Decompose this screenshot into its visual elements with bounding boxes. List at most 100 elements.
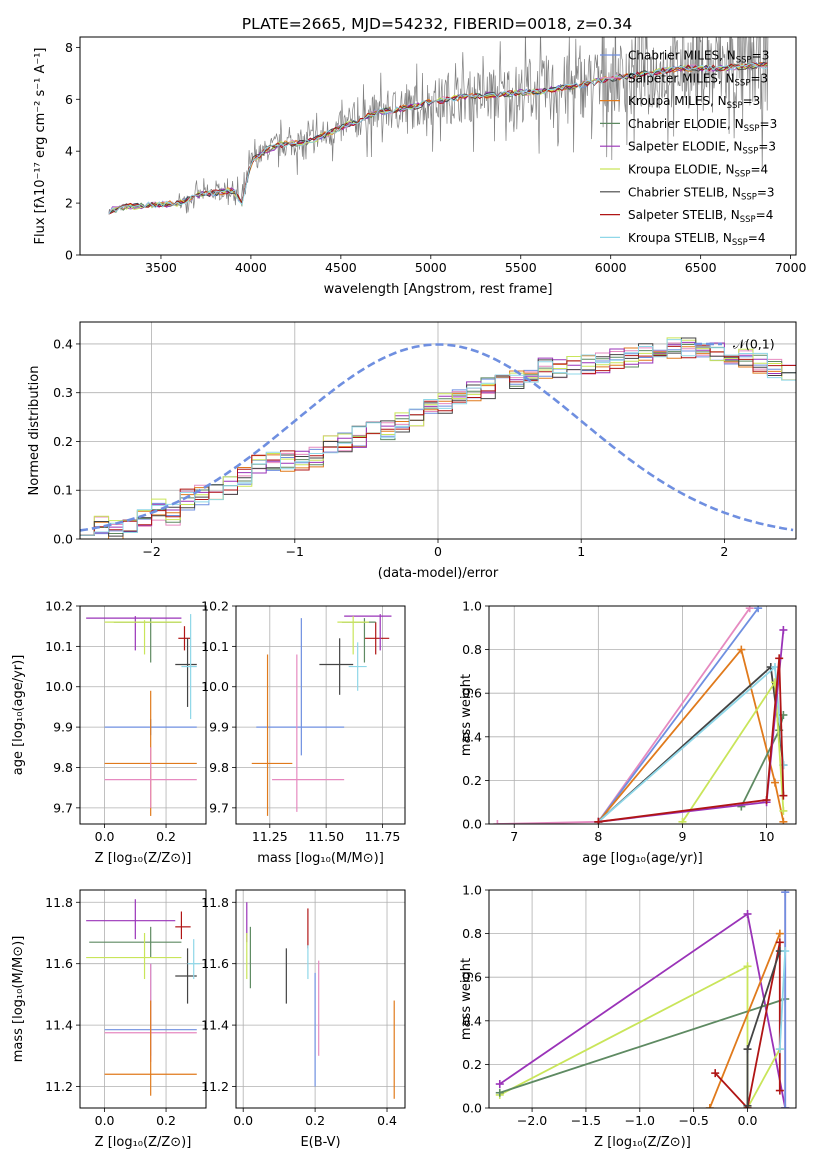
y-tick-label: 0 <box>65 248 73 263</box>
errorbar-point <box>175 911 191 940</box>
legend-entry: Chabrier STELIB, NSSP=3 <box>628 185 775 202</box>
plot-frame <box>79 36 797 256</box>
y-tick-label: 11.2 <box>201 1079 229 1094</box>
y-axis-label: mass [log₁₀(M/M⊙)] <box>11 936 26 1063</box>
errorbar-point <box>86 616 182 651</box>
y-tick-label: 0.0 <box>462 1101 482 1116</box>
x-tick-label: 2 <box>720 544 728 559</box>
legend-tail: =4 <box>756 208 774 222</box>
legend-label: Chabrier STELIB, N <box>628 185 741 199</box>
model-line <box>108 62 768 215</box>
weight-marker <box>493 820 502 824</box>
weight-marker <box>779 625 788 634</box>
y-tick-label: 0.2 <box>462 773 482 788</box>
weight-marker <box>495 1080 504 1089</box>
plot-frame <box>235 889 406 1109</box>
plot-area <box>495 890 790 1108</box>
legend-tail: =3 <box>760 117 778 131</box>
legend-sub: SSP <box>736 56 752 66</box>
errorbar-point <box>256 618 345 756</box>
x-axis-label: wavelength [Angstrom, rest frame] <box>324 282 553 297</box>
x-tick-label: −2.0 <box>517 1113 547 1128</box>
plot-frame <box>79 605 207 825</box>
plot-frame <box>488 889 797 1109</box>
weight-marker <box>781 1104 790 1108</box>
legend-label: Chabrier MILES, N <box>628 49 736 63</box>
model-line <box>108 62 768 215</box>
axes-weight_vs_Z: −2.0 −1.5 −1.0 −0.5 0.0 0.0 0.2 0.4 0.6 0.8 1.0 Z [… <box>459 883 797 1150</box>
y-axis-label: mass weight <box>459 674 474 756</box>
axes-mass_vs_ebv: 0.0 0.2 0.4 11.2 11.4 11.6 11.8 E(B-V) <box>201 889 406 1150</box>
axes-spectrum: 3500 4000 4500 5000 5500 6000 6500 7000 0 2 4 6 8 wav… <box>33 36 807 297</box>
y-tick-label: 0.2 <box>462 1057 482 1072</box>
weight-marker <box>594 817 603 824</box>
weight-marker <box>779 817 788 824</box>
y-tick-label: 11.8 <box>201 895 229 910</box>
x-tick-label: 4000 <box>235 260 267 275</box>
axes-weight_vs_age: 7 8 9 10 0.0 0.2 0.4 0.6 0.8 1.0 age [log₁₀(age/yr… <box>459 599 797 866</box>
errorbar-point <box>319 638 354 695</box>
errorbar-point <box>86 932 182 980</box>
weight-line <box>597 647 785 823</box>
figure-title: PLATE=2665, MJD=54232, FIBERID=0018, z=0… <box>242 15 632 33</box>
legend-label: Salpeter MILES, N <box>628 71 735 85</box>
legend-tail: =3 <box>757 185 775 199</box>
histogram-step <box>80 344 796 536</box>
y-axis-label: Flux [fλ10⁻¹⁷ erg cm⁻² s⁻¹ A⁻¹] <box>33 48 48 245</box>
x-tick-label: 5000 <box>415 260 447 275</box>
legend-sub: SSP <box>741 192 757 202</box>
legend-sub: SSP <box>744 124 760 134</box>
y-tick-label: 11.8 <box>45 895 73 910</box>
y-tick-label: 0.1 <box>53 483 73 498</box>
y-tick-label: 1.0 <box>462 883 482 898</box>
x-tick-label: −0.5 <box>678 1113 708 1128</box>
weight-marker <box>781 947 790 956</box>
y-tick-label: 11.6 <box>201 956 229 971</box>
errorbar-point <box>341 618 376 663</box>
errorbar-point <box>178 626 191 651</box>
y-tick-label: 9.7 <box>53 800 73 815</box>
plot-area <box>86 614 197 816</box>
y-tick-label: 4 <box>65 144 73 159</box>
x-tick-label: 0.4 <box>377 1113 397 1128</box>
x-tick-label: 8 <box>594 829 602 844</box>
weight-marker <box>775 938 784 947</box>
y-tick-label: 10.0 <box>45 679 73 694</box>
x-tick-label: 0.0 <box>738 1113 758 1128</box>
y-tick-label: 11.4 <box>45 1018 73 1033</box>
plot-area <box>251 614 392 816</box>
weight-line <box>499 998 786 1094</box>
legend: 𝒩(0,1) <box>694 337 775 352</box>
x-tick-label: 7 <box>510 829 518 844</box>
model-line <box>108 63 768 215</box>
errorbar-point <box>104 747 197 808</box>
y-tick-label: 0.4 <box>53 336 73 351</box>
x-tick-label: 3500 <box>145 260 177 275</box>
x-axis-label: mass [log₁₀(M/M⊙)] <box>257 851 384 866</box>
weight-marker <box>775 1086 784 1095</box>
plot-frame <box>488 605 797 825</box>
legend-label: Kroupa ELODIE, N <box>628 163 735 177</box>
errorbar-point <box>272 654 345 812</box>
weight-marker <box>775 929 784 938</box>
legend-entry: Kroupa STELIB, NSSP=4 <box>628 231 766 248</box>
legend-entry: Salpeter MILES, NSSP=3 <box>628 71 768 88</box>
y-tick-label: 11.6 <box>45 956 73 971</box>
weight-line <box>499 964 781 1108</box>
legend-tail: =3 <box>758 140 776 154</box>
y-tick-label: 10.2 <box>201 599 229 614</box>
y-tick-label: 0.8 <box>462 926 482 941</box>
x-tick-label: 9 <box>678 829 686 844</box>
histogram-step <box>80 349 796 536</box>
y-tick-label: 0.4 <box>462 1013 482 1028</box>
x-tick-label: −1 <box>286 544 304 559</box>
y-tick-label: 1.0 <box>462 599 482 614</box>
y-tick-label: 9.8 <box>53 760 73 775</box>
x-tick-label: 1 <box>577 544 585 559</box>
histogram-step <box>80 341 796 536</box>
x-tick-label: 11.50 <box>308 829 344 844</box>
histogram-step <box>80 337 796 536</box>
weight-line <box>714 942 781 1108</box>
axes-age_vs_Z: 0.0 0.2 9.7 9.8 9.9 10.0 10.1 10.2 Z [log₁₀(Z/Z⊙… <box>11 599 207 866</box>
